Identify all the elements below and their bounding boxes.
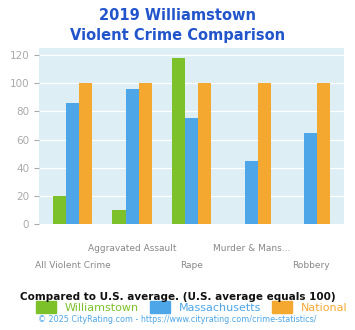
Bar: [66, 103, 79, 224]
Bar: [113, 210, 126, 224]
Text: Violent Crime Comparison: Violent Crime Comparison: [70, 28, 285, 43]
Bar: [317, 83, 331, 224]
Text: All Violent Crime: All Violent Crime: [35, 260, 110, 270]
Bar: [304, 133, 317, 224]
Text: Murder & Mans...: Murder & Mans...: [213, 244, 290, 253]
Bar: [172, 58, 185, 224]
Bar: [53, 196, 66, 224]
Bar: [185, 118, 198, 224]
Bar: [79, 83, 92, 224]
Bar: [258, 83, 271, 224]
Bar: [126, 89, 139, 224]
Text: Compared to U.S. average. (U.S. average equals 100): Compared to U.S. average. (U.S. average …: [20, 292, 335, 302]
Legend: Williamstown, Massachusetts, National: Williamstown, Massachusetts, National: [31, 297, 352, 317]
Text: Rape: Rape: [180, 260, 203, 270]
Text: 2019 Williamstown: 2019 Williamstown: [99, 8, 256, 23]
Text: Aggravated Assault: Aggravated Assault: [88, 244, 176, 253]
Bar: [139, 83, 152, 224]
Bar: [245, 161, 258, 224]
Text: Robbery: Robbery: [292, 260, 330, 270]
Text: © 2025 CityRating.com - https://www.cityrating.com/crime-statistics/: © 2025 CityRating.com - https://www.city…: [38, 315, 317, 324]
Bar: [198, 83, 211, 224]
